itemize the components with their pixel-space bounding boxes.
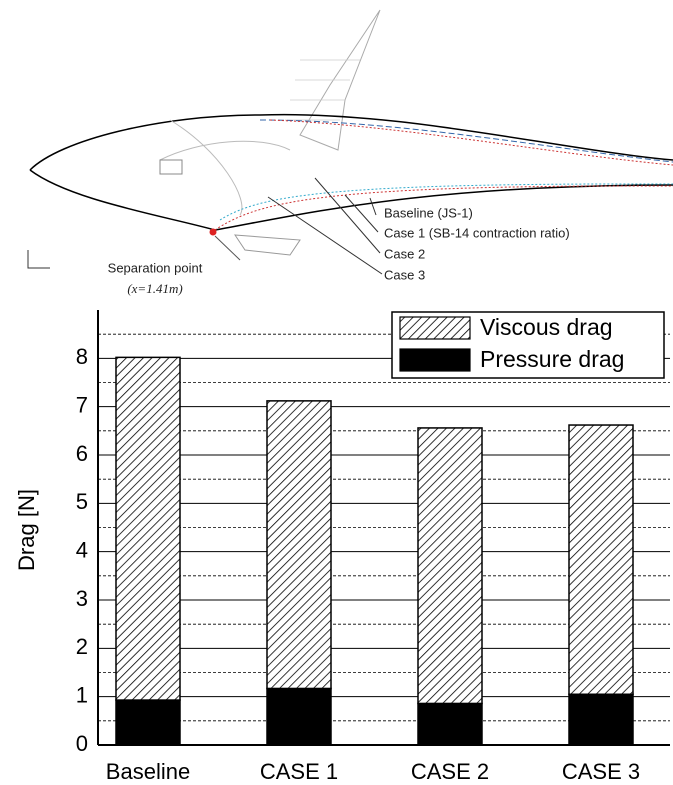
label: Case 2 <box>384 246 425 261</box>
bar-segment <box>569 425 633 694</box>
bar-segment <box>418 428 482 704</box>
y-tick-label: 3 <box>76 586 88 611</box>
label: Baseline (JS-1) <box>384 205 473 220</box>
y-tick-label: 5 <box>76 489 88 514</box>
page: Baseline (JS-1) Case 1 (SB-14 contractio… <box>0 0 673 785</box>
y-tick-label: 8 <box>76 344 88 369</box>
legend-swatch <box>400 317 470 339</box>
y-tick-label: 1 <box>76 682 88 707</box>
label: (x=1.41m) <box>127 281 182 296</box>
y-tick-label: 7 <box>76 392 88 417</box>
x-tick-label: Baseline <box>106 759 190 784</box>
figure: Baseline (JS-1) Case 1 (SB-14 contractio… <box>0 0 673 785</box>
legend-label: Pressure drag <box>480 346 624 372</box>
x-tick-label: CASE 1 <box>260 759 338 784</box>
label: Separation point <box>108 260 203 275</box>
bar-segment <box>267 688 331 745</box>
legend-label: Viscous drag <box>480 314 613 340</box>
bar-segment <box>116 357 180 700</box>
label: Case 1 (SB-14 contraction ratio) <box>384 225 570 240</box>
x-tick-label: CASE 2 <box>411 759 489 784</box>
bar-segment <box>267 401 331 689</box>
bar-segment <box>116 700 180 745</box>
bar-segment <box>569 694 633 745</box>
x-tick-label: CASE 3 <box>562 759 640 784</box>
axis-label: z <box>27 236 33 248</box>
y-tick-label: 4 <box>76 537 88 562</box>
label: Case 3 <box>384 267 425 282</box>
y-tick-label: 6 <box>76 441 88 466</box>
y-axis-label: Drag [N] <box>14 489 39 571</box>
glider-diagram: Baseline (JS-1) Case 1 (SB-14 contractio… <box>27 10 673 296</box>
y-tick-label: 0 <box>76 731 88 756</box>
legend-swatch <box>400 349 470 371</box>
bar-segment <box>418 703 482 745</box>
axis-label: x <box>57 262 63 274</box>
y-tick-label: 2 <box>76 634 88 659</box>
